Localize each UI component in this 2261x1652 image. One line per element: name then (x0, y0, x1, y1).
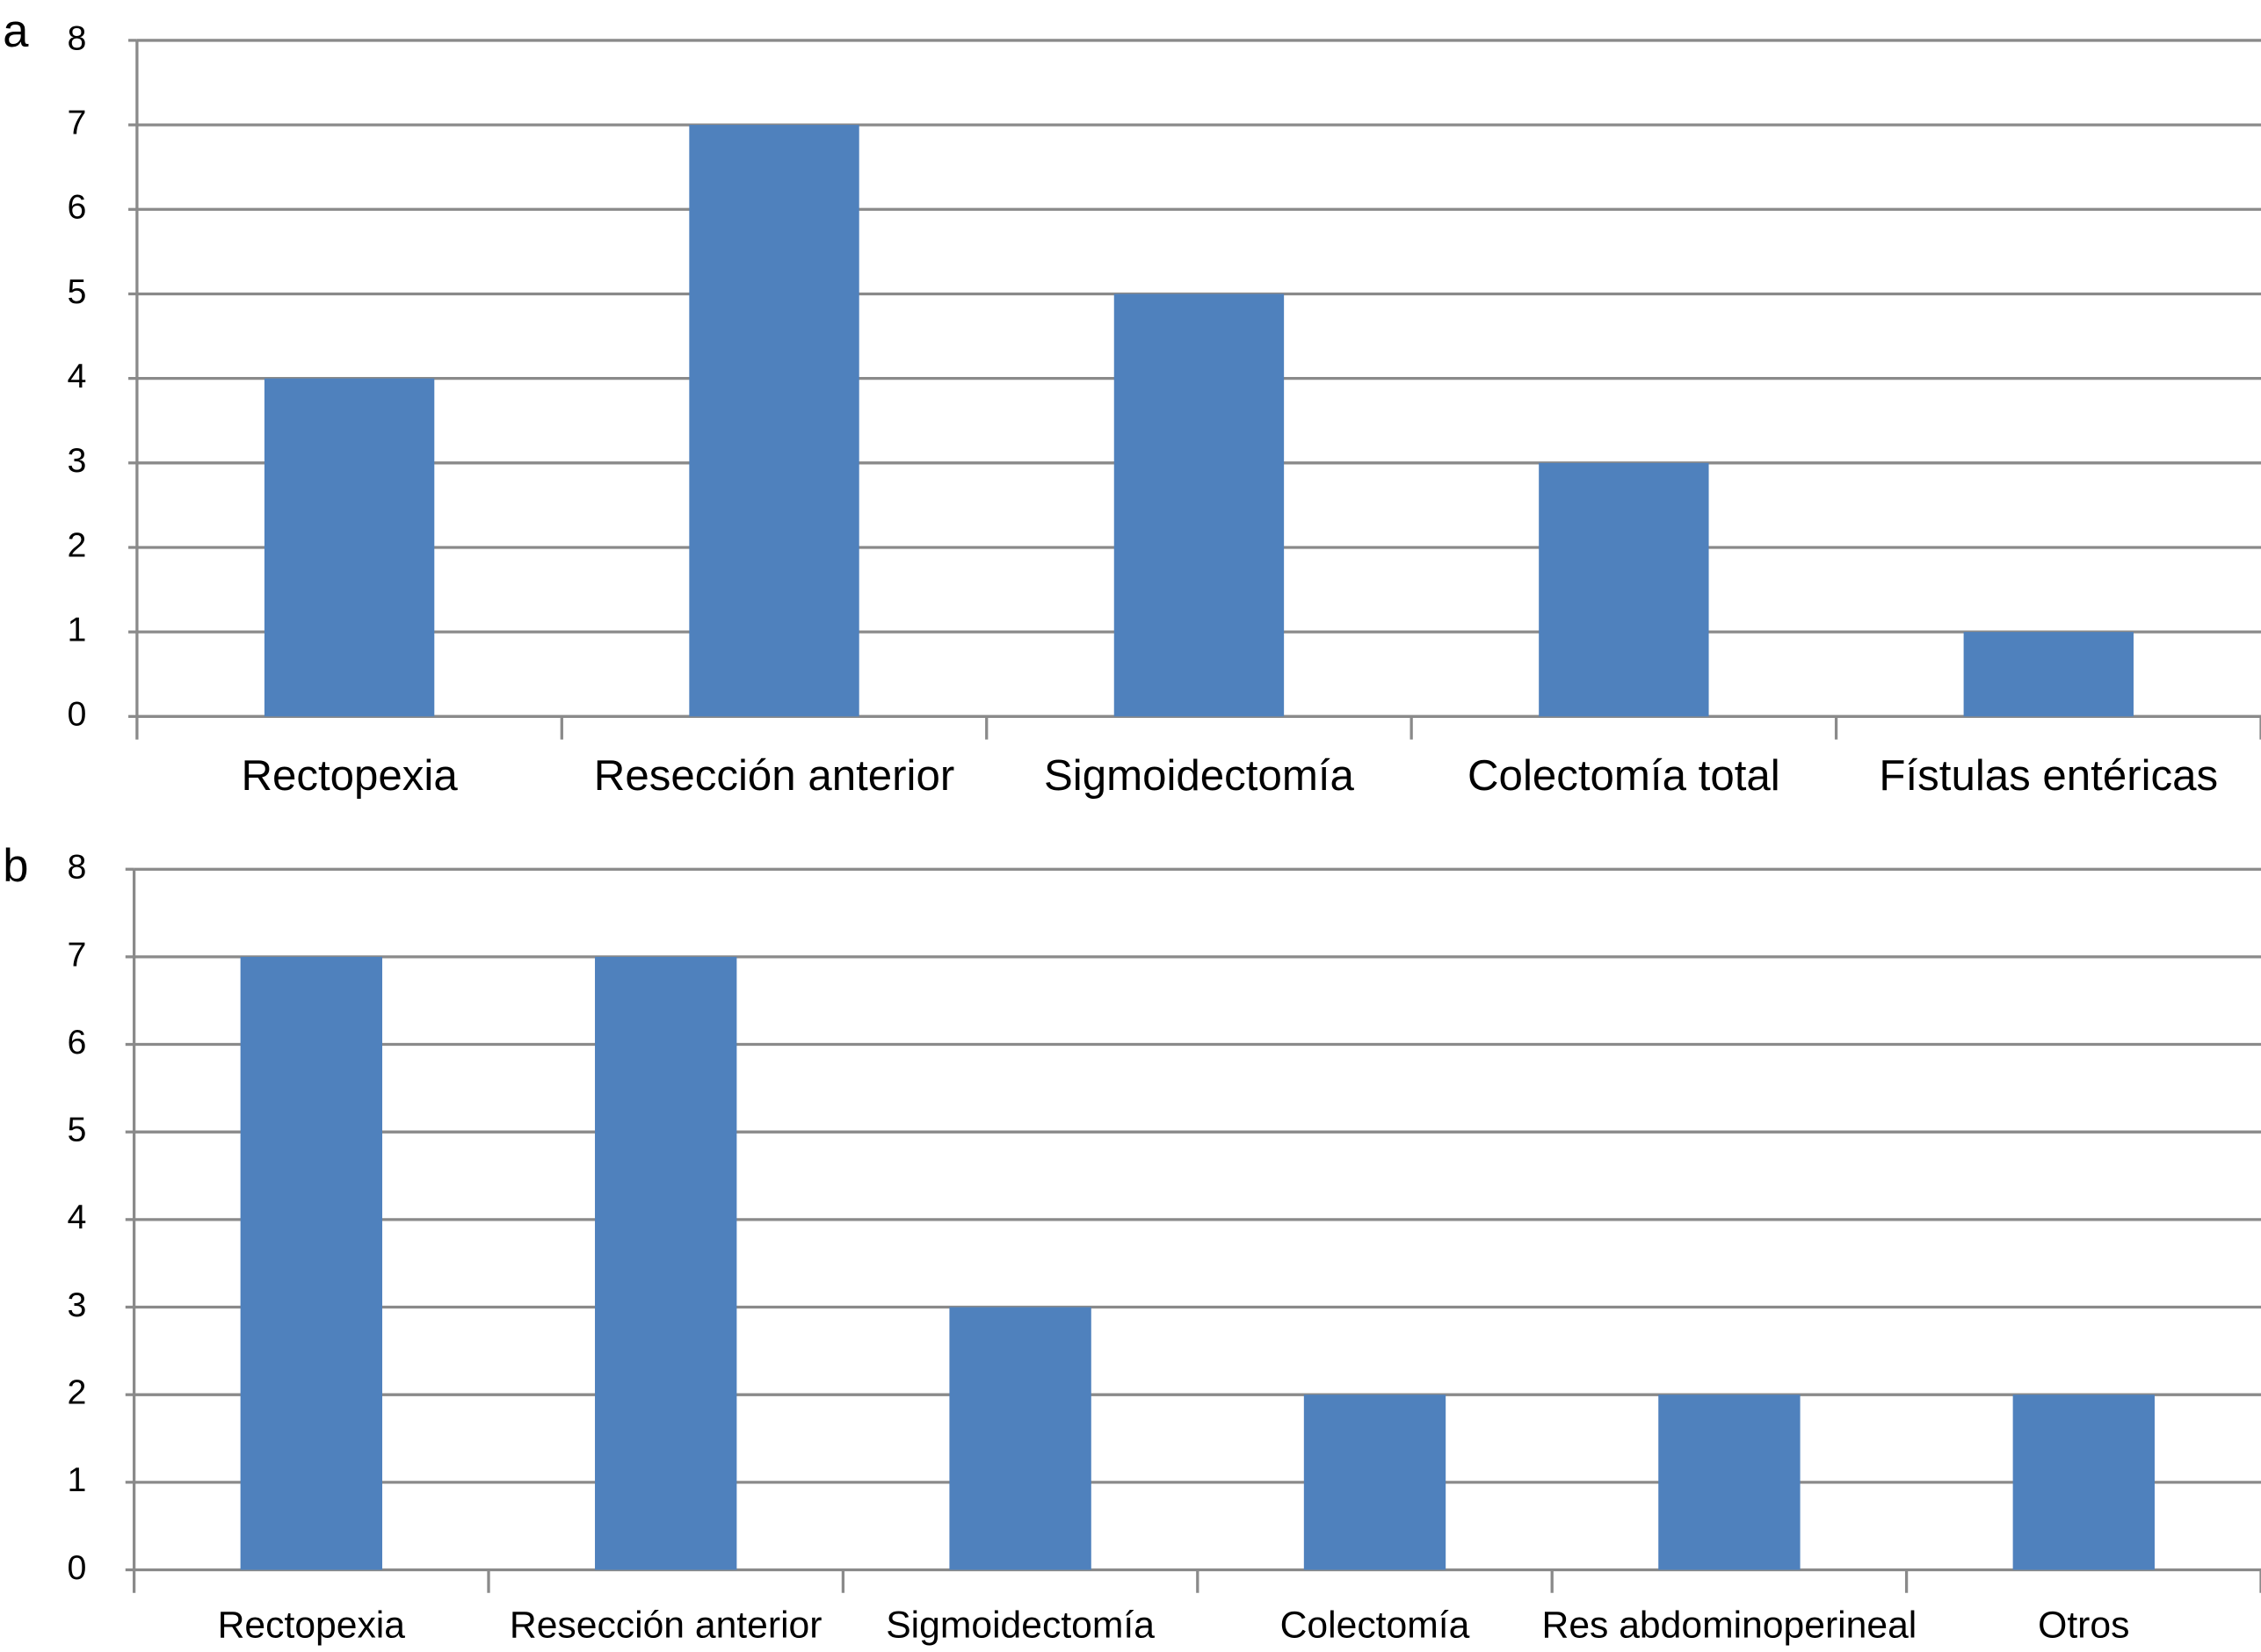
panel-label: a (3, 5, 29, 57)
bar (1113, 293, 1285, 717)
x-tick-label: Rectopexia (241, 751, 458, 800)
y-tick-label: 6 (68, 188, 87, 227)
y-tick-label: 0 (68, 695, 87, 734)
y-tick-label: 2 (68, 1373, 87, 1412)
y-tick-label: 8 (68, 18, 87, 57)
bar (595, 956, 737, 1570)
x-tick-label: Otros (2038, 1604, 2129, 1646)
bar (949, 1307, 1091, 1570)
y-tick-label: 2 (68, 525, 87, 564)
bar (1539, 462, 1709, 717)
y-tick-label: 5 (68, 272, 87, 311)
y-tick-label: 7 (68, 104, 87, 142)
bar (1303, 1395, 1446, 1570)
y-tick-label: 8 (68, 848, 87, 887)
x-tick-label: Sigmoidectomía (886, 1604, 1155, 1646)
bar (1963, 632, 2134, 717)
y-tick-label: 4 (68, 357, 87, 395)
x-tick-label: Colectomía total (1467, 751, 1780, 800)
y-tick-label: 5 (68, 1111, 87, 1149)
x-tick-label: Sigmoidectomía (1044, 751, 1355, 800)
y-tick-label: 3 (68, 441, 87, 480)
x-tick-label: Res abdominoperineal (1542, 1604, 1917, 1646)
x-tick-label: Fístulas entéricas (1879, 751, 2218, 800)
bar (264, 378, 435, 717)
y-tick-label: 6 (68, 1023, 87, 1061)
y-tick-label: 1 (68, 1460, 87, 1499)
panel-label: b (3, 840, 28, 892)
x-tick-label: Colectomía (1280, 1604, 1470, 1646)
x-tick-label: Rectopexia (218, 1604, 406, 1646)
y-tick-label: 1 (68, 611, 87, 649)
bar (1658, 1395, 1801, 1570)
y-tick-label: 3 (68, 1286, 87, 1324)
bar (689, 125, 859, 717)
bar (240, 956, 382, 1570)
bar (2012, 1395, 2155, 1570)
y-tick-label: 7 (68, 935, 87, 974)
x-tick-label: Resección anterior (594, 751, 954, 800)
x-tick-label: Resección anterior (510, 1604, 823, 1646)
y-tick-label: 0 (68, 1548, 87, 1587)
y-tick-label: 4 (68, 1198, 87, 1236)
